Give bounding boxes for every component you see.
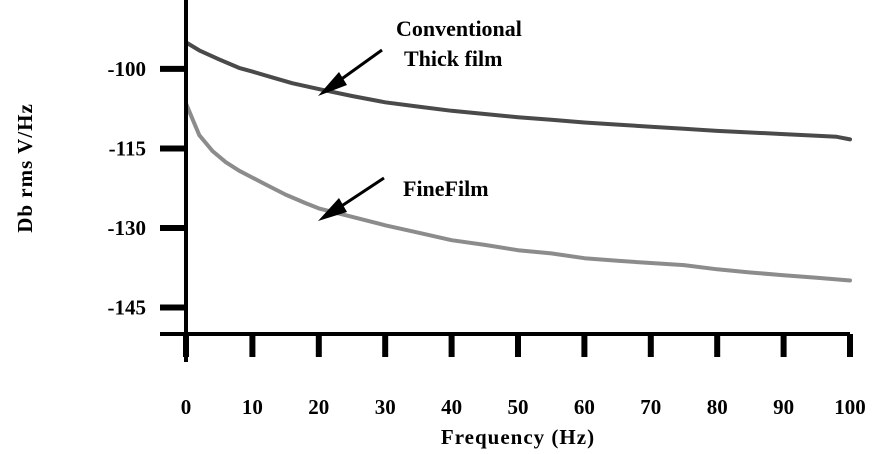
x-tick-label: 30 <box>375 395 396 419</box>
x-tick-label: 60 <box>574 395 595 419</box>
y-ticks: -100 -115 -130 -145 <box>108 57 187 320</box>
annotation-conventional: Conventional Thick film <box>318 16 522 96</box>
series-layer <box>186 42 850 280</box>
arrow-conventional-shaft <box>336 50 382 83</box>
x-tick-label: 50 <box>508 395 529 419</box>
x-tick-label: 20 <box>308 395 329 419</box>
y-tick-label: -115 <box>109 136 146 160</box>
x-axis-title: Frequency (Hz) <box>441 425 595 449</box>
x-tick-label: 10 <box>242 395 263 419</box>
x-tick-label: 0 <box>181 395 192 419</box>
y-tick-label: -130 <box>108 216 147 240</box>
x-tick-label: 70 <box>640 395 661 419</box>
y-tick-label: -145 <box>108 295 147 319</box>
x-tick-label: 80 <box>707 395 728 419</box>
y-tick-label: -100 <box>108 57 147 81</box>
x-tick-label: 40 <box>441 395 462 419</box>
series-line-conventional <box>186 42 850 139</box>
annotation-conventional-line-2: Thick film <box>404 46 502 71</box>
x-tick-label: 90 <box>773 395 794 419</box>
y-axis-title: Db rms V/Hz <box>13 103 37 233</box>
x-ticks: 0 10 20 30 40 50 60 70 80 90 100 <box>181 334 866 419</box>
annotation-conventional-line-1: Conventional <box>396 16 522 41</box>
series-line-finefilm <box>186 103 850 280</box>
arrow-finefilm-shaft <box>337 178 384 209</box>
x-tick-label: 100 <box>834 395 866 419</box>
annotation-finefilm-line-1: FineFilm <box>403 176 489 201</box>
